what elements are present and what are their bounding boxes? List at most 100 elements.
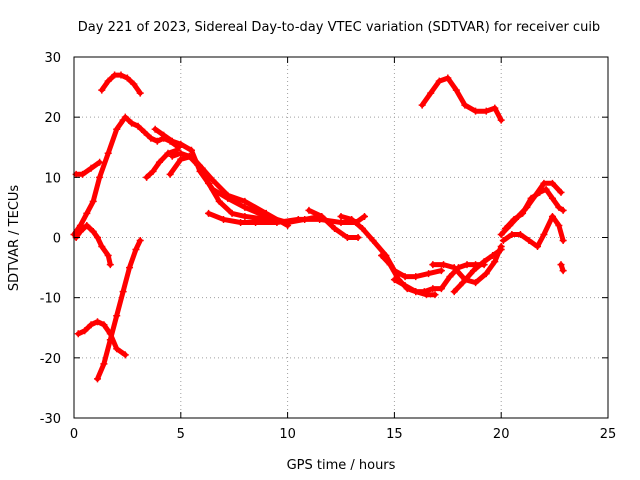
- data-point-marker: [369, 237, 377, 245]
- x-tick-label: 10: [279, 427, 296, 442]
- data-point-marker: [318, 212, 326, 220]
- data-point-marker: [437, 285, 445, 293]
- data-point-marker: [378, 252, 386, 260]
- data-point-marker: [348, 215, 356, 223]
- data-point-marker: [499, 237, 507, 245]
- data-point-marker: [153, 137, 161, 145]
- data-point-marker: [501, 224, 509, 232]
- data-point-marker: [187, 152, 195, 160]
- data-point-marker: [132, 246, 140, 254]
- data-point-marker: [209, 176, 217, 184]
- data-point-marker: [130, 80, 138, 88]
- data-point-marker: [241, 203, 249, 211]
- data-point-marker: [140, 128, 148, 136]
- data-point-marker: [262, 209, 270, 217]
- axis-ticks: 0 5 10 15 20 25 -30 -20 -10 0 10 20 30: [40, 51, 617, 442]
- data-point-marker: [76, 227, 84, 235]
- data-point-marker: [119, 288, 127, 296]
- y-tick-label: -10: [40, 292, 61, 307]
- data-point-marker: [491, 104, 499, 112]
- data-point-marker: [121, 113, 129, 121]
- data-point-marker: [79, 170, 87, 178]
- data-point-marker: [305, 206, 313, 214]
- data-point-marker: [418, 101, 426, 109]
- data-point-marker: [422, 291, 430, 299]
- data-point-marker: [437, 267, 445, 275]
- data-point-marker: [87, 321, 95, 329]
- data-point-marker: [429, 261, 437, 269]
- y-tick-label: -20: [40, 352, 61, 367]
- data-point-marker: [111, 71, 119, 79]
- x-tick-label: 15: [386, 427, 403, 442]
- data-point-marker: [435, 77, 443, 85]
- data-point-marker: [81, 327, 89, 335]
- data-point-marker: [360, 212, 368, 220]
- data-point-marker: [472, 107, 480, 115]
- data-point-marker: [187, 146, 195, 154]
- data-point-marker: [444, 74, 452, 82]
- series-line-arc-5: [75, 319, 128, 358]
- chart-title: Day 221 of 2023, Sidereal Day-to-day VTE…: [78, 20, 600, 35]
- data-point-marker: [294, 215, 302, 223]
- data-point-marker: [390, 276, 398, 284]
- data-point-marker: [480, 258, 488, 266]
- data-point-marker: [93, 318, 101, 326]
- data-point-marker: [401, 282, 409, 290]
- data-point-marker: [149, 167, 157, 175]
- series-line-arc-18: [451, 247, 504, 295]
- data-point-marker: [128, 119, 136, 127]
- data-point-marker: [497, 116, 505, 124]
- data-point-marker: [446, 273, 454, 281]
- series-line-arc-4: [73, 223, 113, 268]
- data-point-marker: [386, 261, 394, 269]
- y-tick-label: -30: [40, 412, 61, 427]
- y-tick-label: 0: [53, 232, 61, 247]
- data-point-marker: [559, 206, 567, 214]
- data-point-marker: [557, 261, 565, 269]
- x-tick-label: 0: [70, 427, 78, 442]
- data-point-marker: [93, 375, 101, 383]
- series-line-arc-19: [419, 75, 504, 123]
- data-point-marker: [106, 336, 114, 344]
- data-point-marker: [548, 194, 556, 202]
- data-point-marker: [228, 209, 236, 217]
- data-point-marker: [177, 149, 185, 157]
- data-point-marker: [123, 74, 131, 82]
- data-point-marker: [113, 125, 121, 133]
- data-point-marker: [87, 164, 95, 172]
- data-point-marker: [100, 321, 108, 329]
- data-point-marker: [555, 203, 563, 211]
- data-point-marker: [540, 230, 548, 238]
- data-point-marker: [113, 312, 121, 320]
- data-point-marker: [354, 234, 362, 241]
- data-point-marker: [98, 243, 106, 251]
- data-point-marker: [482, 107, 490, 115]
- data-point-marker: [412, 288, 420, 296]
- series-line-arc-6: [95, 238, 143, 382]
- data-point-marker: [237, 218, 245, 226]
- data-point-marker: [205, 179, 213, 187]
- data-series: [70, 71, 567, 383]
- data-point-marker: [548, 179, 556, 187]
- data-point-marker: [534, 243, 542, 251]
- data-point-marker: [252, 218, 260, 226]
- data-point-marker: [177, 155, 185, 163]
- x-tick-label: 5: [177, 427, 185, 442]
- data-point-marker: [151, 125, 159, 133]
- data-point-marker: [461, 101, 469, 109]
- x-tick-label: 20: [493, 427, 510, 442]
- data-point-marker: [427, 89, 435, 97]
- data-point-marker: [540, 179, 548, 187]
- y-tick-label: 20: [44, 111, 61, 126]
- data-point-marker: [482, 270, 490, 278]
- data-point-marker: [155, 158, 163, 166]
- data-point-marker: [224, 191, 232, 199]
- data-point-marker: [83, 221, 91, 229]
- data-point-marker: [510, 215, 518, 223]
- data-point-marker: [89, 227, 97, 235]
- data-point-marker: [168, 152, 176, 160]
- data-point-marker: [459, 279, 467, 287]
- data-point-marker: [166, 170, 174, 178]
- data-point-marker: [164, 149, 172, 157]
- data-point-marker: [96, 173, 104, 181]
